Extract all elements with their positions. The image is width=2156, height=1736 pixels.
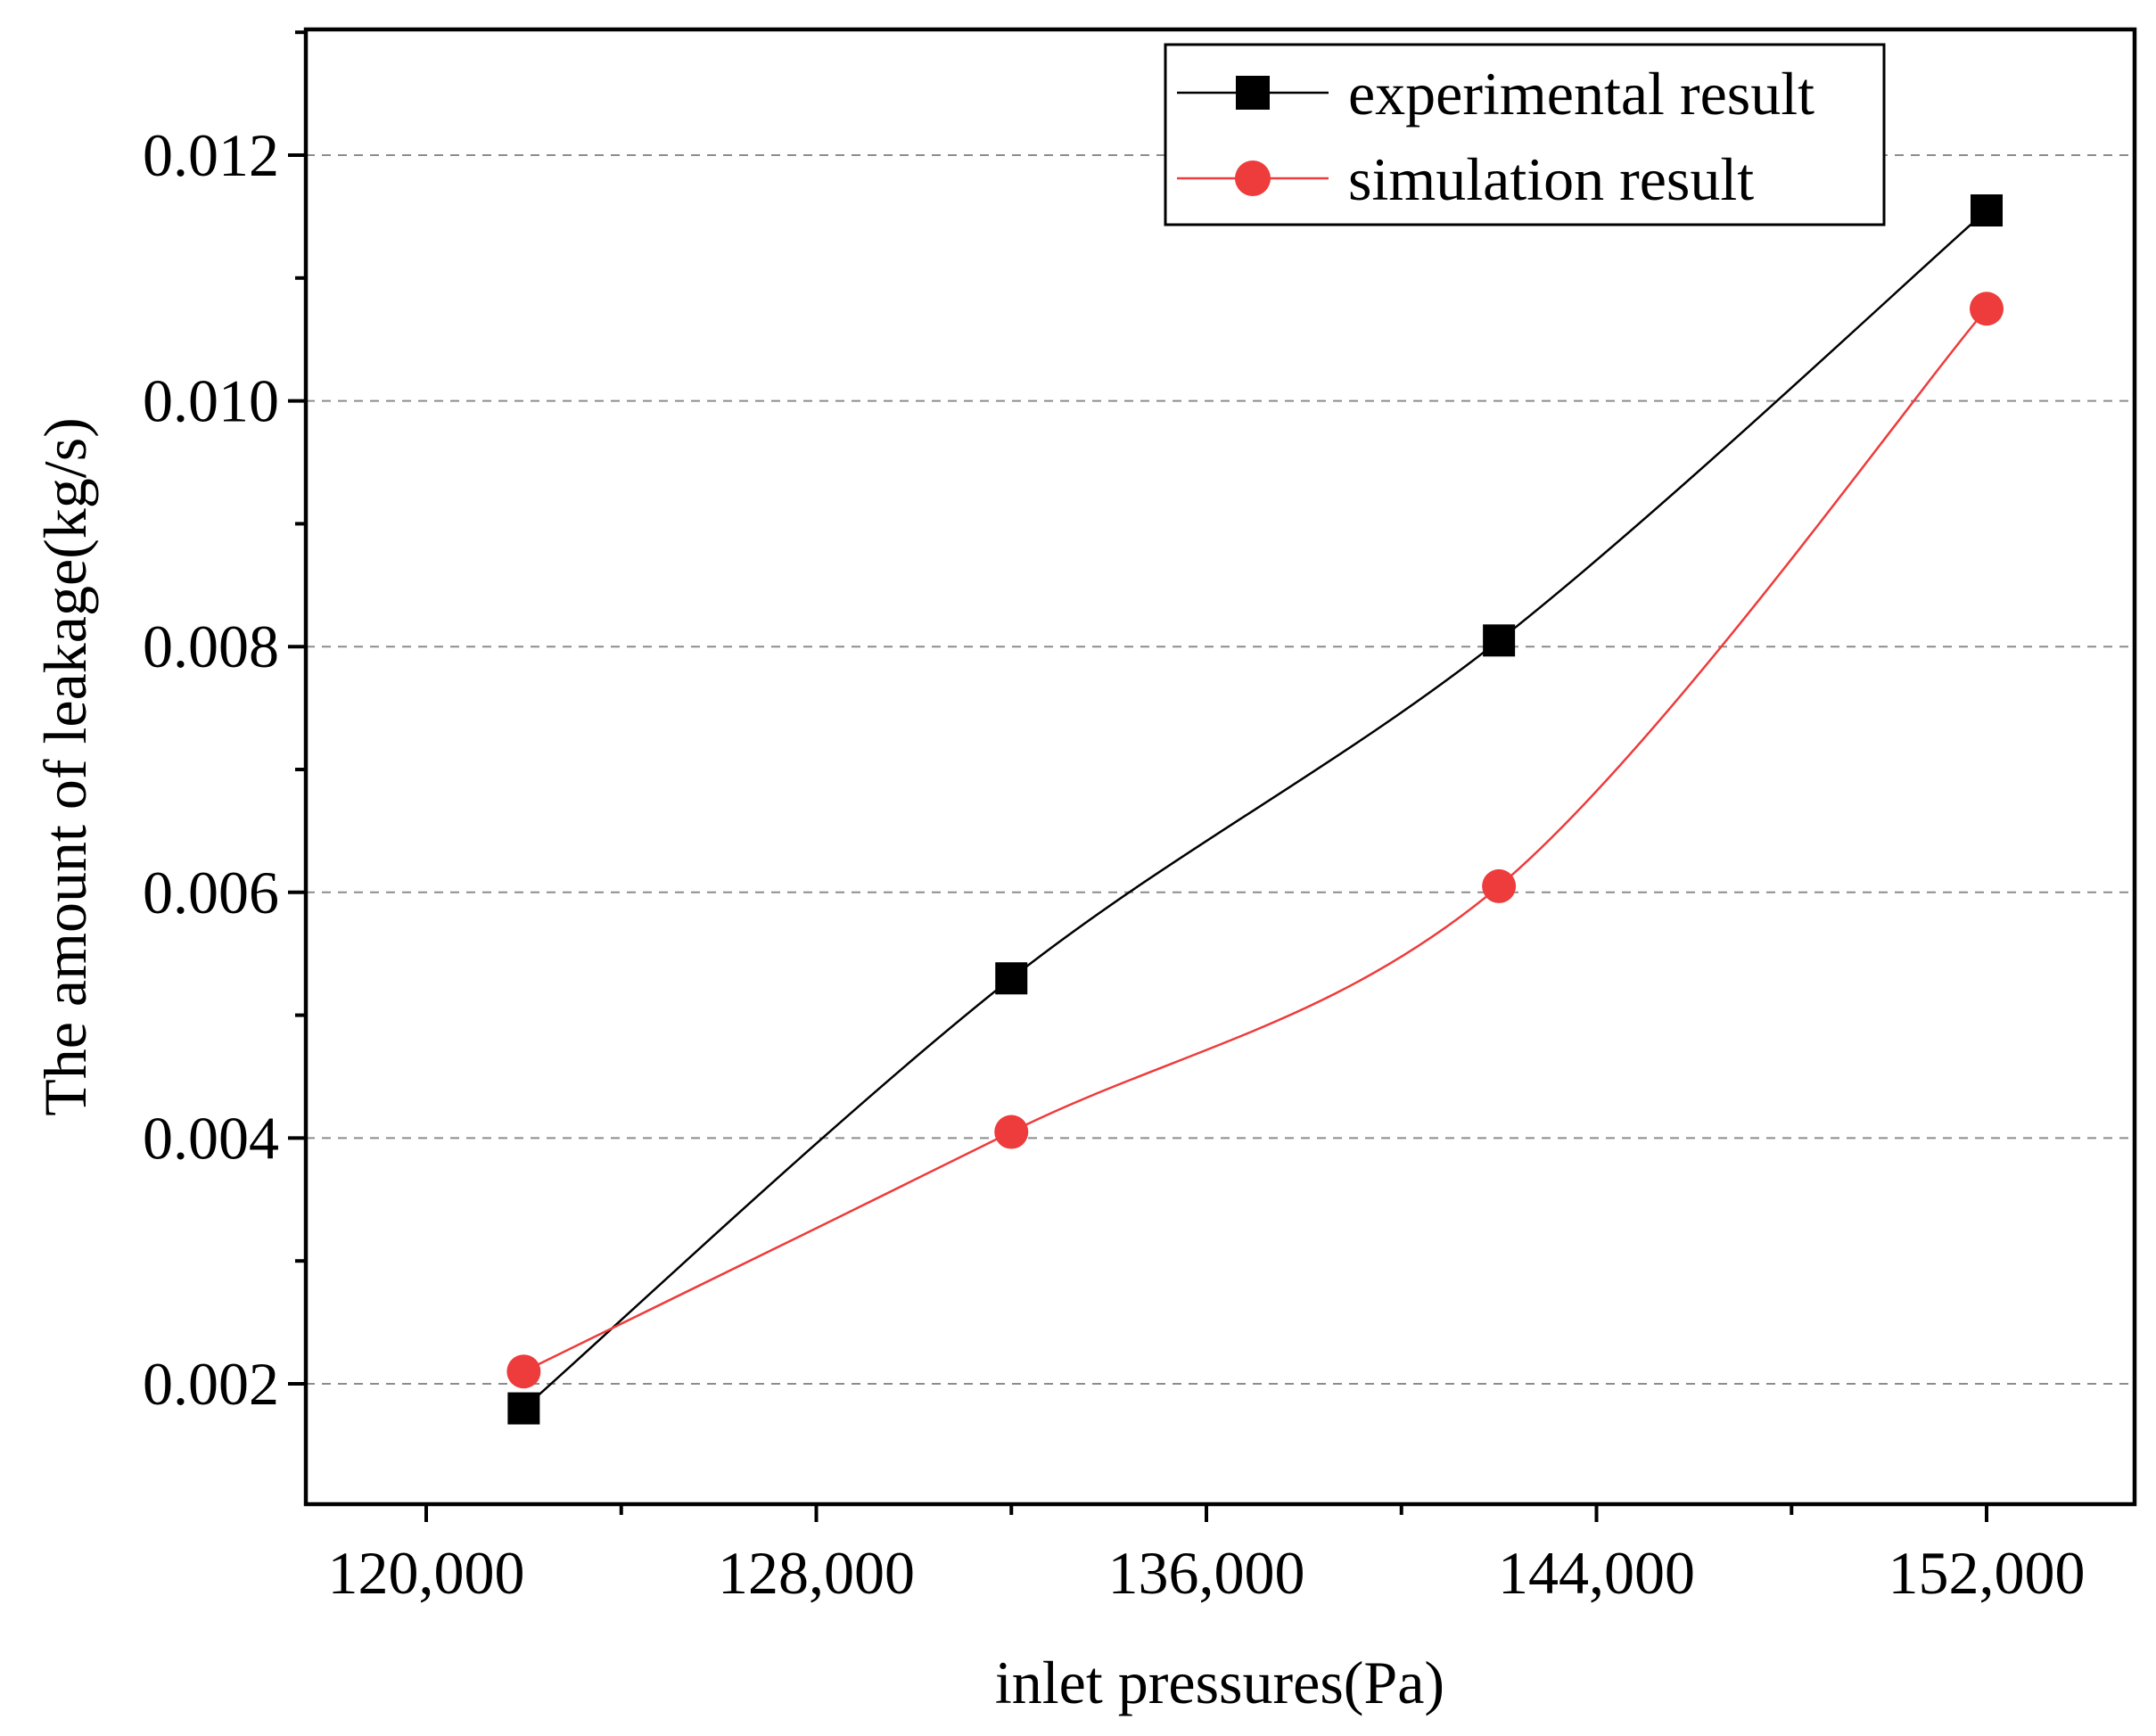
legend-box [1164, 43, 1886, 226]
x-tick-label: 152,000 [1889, 1539, 2086, 1607]
legend: experimental result simulation result [1164, 43, 1886, 226]
y-tick-label: 0.004 [143, 1104, 279, 1172]
data-point-simulation-result [1482, 868, 1517, 903]
series-line-experimental-result [523, 210, 1987, 1410]
series-lines [523, 210, 1987, 1410]
y-tick-label: 0.010 [143, 367, 279, 435]
x-tick-label: 144,000 [1498, 1539, 1695, 1607]
data-point-experimental-result [1971, 194, 2003, 227]
data-point-simulation-result [506, 1354, 541, 1389]
legend-label-simulation: simulation result [1348, 145, 1754, 213]
x-tick-label: 136,000 [1108, 1539, 1305, 1607]
y-tick-label: 0.002 [143, 1350, 279, 1418]
legend-marker-experimental [1236, 76, 1270, 110]
y-axis-title: The amount of leakage(kg/s) [31, 417, 99, 1116]
y-tick-label: 0.008 [143, 613, 279, 680]
legend-marker-simulation [1235, 160, 1271, 196]
legend-label-experimental: experimental result [1348, 60, 1814, 128]
gridlines [306, 154, 2135, 1385]
y-tick-label: 0.012 [143, 121, 279, 189]
tick-labels: 0.002 0.004 0.006 0.008 0.010 0.012 120,000 128… [143, 121, 2086, 1607]
data-point-experimental-result [995, 962, 1028, 995]
axis-ticks [288, 30, 1988, 1522]
x-tick-label: 120,000 [328, 1539, 525, 1607]
x-tick-label: 128,000 [718, 1539, 915, 1607]
series-line-simulation-result [523, 308, 1987, 1373]
data-point-experimental-result [507, 1392, 540, 1425]
data-point-simulation-result [1970, 292, 2004, 326]
x-axis-title: inlet pressures(Pa) [995, 1649, 1444, 1716]
data-point-simulation-result [994, 1115, 1029, 1149]
data-point-experimental-result [1483, 624, 1516, 657]
y-tick-label: 0.006 [143, 859, 279, 926]
plot-frame [303, 27, 2137, 1507]
series-markers [506, 194, 2004, 1425]
